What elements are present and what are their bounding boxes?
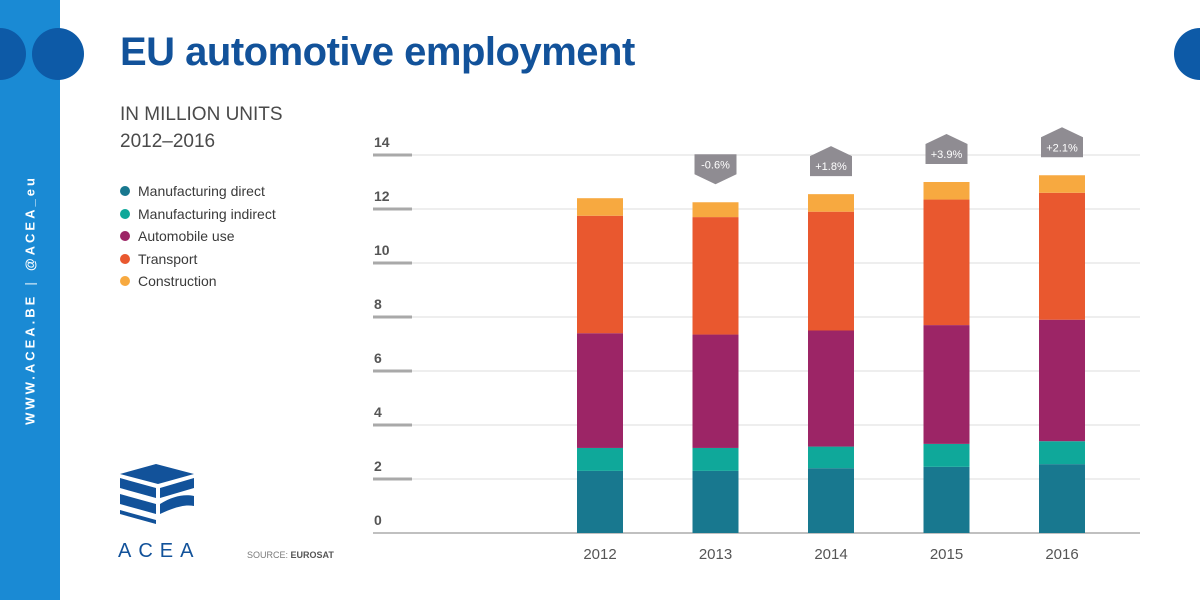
growth-badge [694,154,737,185]
legend-item: Manufacturing direct [120,180,276,203]
bar-segment-transport [1039,192,1085,320]
bar-segment-manufacturing-indirect [692,447,739,471]
bar-segment-construction [808,194,854,212]
x-tick-label: 2013 [699,546,732,563]
chart-bars [577,175,1085,533]
y-tick-label: 10 [374,242,390,258]
legend-label: Transport [138,250,198,267]
legend-item: Transport [120,248,276,271]
decor-dot-right [32,28,84,80]
bar-segment-manufacturing-direct [692,470,739,533]
growth-badge [1041,127,1083,158]
growth-label: +2.1% [1046,142,1078,154]
page-title: EU automotive employment [120,30,635,74]
x-tick-label: 2016 [1045,546,1078,563]
bar-segment-construction [1039,175,1085,193]
legend-swatch [120,208,130,219]
x-tick-label: 2012 [583,546,616,563]
legend-item: Automobile use [120,225,276,248]
x-tick-label: 2015 [930,546,963,563]
bar-segment-manufacturing-direct [923,466,970,533]
growth-badges: -0.6% +1.8% +3.9% +2.1% [694,127,1083,185]
bar-segment-automobile-use [1039,319,1085,442]
bar-segment-transport [923,199,970,326]
bar-segment-transport [577,215,623,334]
bar-segment-manufacturing-direct [808,468,854,533]
bar-segment-transport [692,217,739,335]
y-tick-label: 6 [374,350,382,366]
bar-segment-manufacturing-direct [1039,464,1085,533]
growth-badge [810,146,852,177]
y-tick-label: 12 [374,188,390,204]
chart-legend: Manufacturing direct Manufacturing indire… [120,180,276,293]
chart-subtitle-units: IN MILLION UNITS [120,104,283,125]
growth-badge [925,134,968,164]
bar-segment-manufacturing-direct [577,470,623,533]
growth-label: +3.9% [931,149,963,161]
growth-label: -0.6% [701,159,730,171]
bar-segment-manufacturing-indirect [1039,441,1085,465]
bar-segment-manufacturing-indirect [577,447,623,471]
legend-item: Manufacturing indirect [120,203,276,226]
bar-segment-automobile-use [923,325,970,444]
legend-swatch [120,231,130,242]
legend-item: Construction [120,270,276,293]
bar-segment-automobile-use [808,330,854,447]
chart-subtitle-years: 2012–2016 [120,131,216,152]
chart-grid [373,153,1140,534]
bar-segment-construction [923,182,970,200]
legend-label: Construction [138,273,217,290]
source-value: EUROSAT [290,550,334,560]
source-note: SOURCE: EUROSAT [247,550,334,560]
y-tick-label: 0 [374,512,382,528]
bar-segment-construction [577,198,623,216]
legend-swatch [120,186,130,197]
bar-segment-manufacturing-indirect [923,443,970,467]
sidebar: WWW.ACEA.BE|@ACEA_eu [0,0,60,600]
axis-labels: 0 2 4 6 8 10 12 14 2012 2013 2014 2015 2016 [374,134,1079,563]
y-tick-label: 2 [374,458,382,474]
y-tick-label: 14 [374,134,390,150]
legend-swatch [120,276,130,287]
brand-name: ACEA [118,540,201,562]
acea-logo-icon [120,464,194,524]
x-tick-label: 2014 [814,546,847,563]
bar-segment-construction [692,202,739,218]
legend-swatch [120,253,130,264]
bar-segment-manufacturing-indirect [808,446,854,469]
legend-label: Manufacturing direct [138,183,265,200]
bar-segment-transport [808,211,854,331]
source-label: SOURCE: [247,550,289,560]
y-tick-label: 4 [374,404,382,420]
legend-label: Manufacturing indirect [138,205,276,222]
bar-segment-automobile-use [692,334,739,448]
bar-segment-automobile-use [577,333,623,448]
growth-label: +1.8% [815,161,847,173]
legend-label: Automobile use [138,228,235,245]
y-tick-label: 8 [374,296,382,312]
